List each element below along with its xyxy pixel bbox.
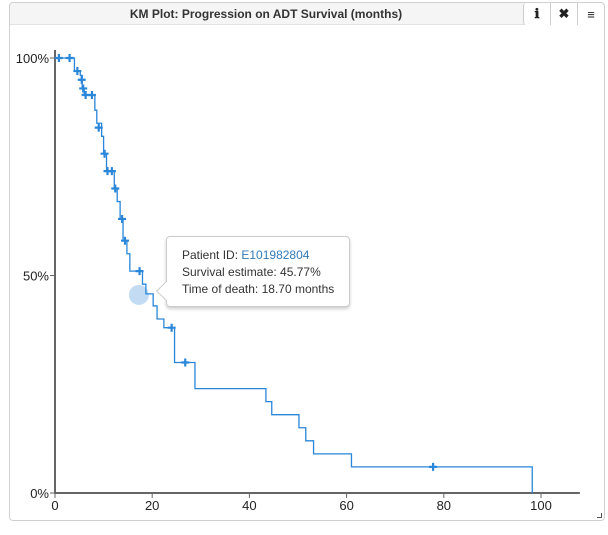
point-tooltip: Patient ID: E101982804 Survival estimate…	[156, 236, 350, 307]
x-tick-label: 60	[339, 498, 353, 513]
close-button[interactable]: ✖	[550, 3, 577, 25]
censor-mark-icon	[111, 184, 120, 193]
patient-id-link[interactable]: E101982804	[241, 248, 310, 262]
info-button[interactable]: ℹ	[523, 3, 550, 25]
km-plot-window: KM Plot: Progression on ADT Survival (mo…	[9, 2, 605, 521]
censor-mark-icon	[429, 462, 438, 471]
censor-mark-icon	[135, 267, 144, 276]
menu-icon: ≡	[587, 6, 595, 22]
censor-mark-icon	[77, 75, 86, 84]
censor-mark-icon	[120, 236, 129, 245]
y-axis: 0% 50% 100%	[16, 50, 56, 501]
censor-mark-icon	[87, 90, 96, 99]
censor-mark-icon	[54, 54, 63, 62]
x-tick-label: 40	[242, 498, 256, 513]
y-tick-label: 0%	[30, 486, 49, 501]
info-icon: ℹ	[534, 6, 540, 21]
censor-mark-icon	[65, 54, 74, 62]
censor-mark-icon	[79, 84, 88, 93]
x-tick-label: 100	[530, 498, 552, 513]
censor-mark-icon	[118, 214, 127, 223]
censor-mark-icon	[94, 123, 103, 132]
tooltip-patient-row: Patient ID: E101982804	[182, 248, 310, 262]
tooltip-time-row: Time of death: 18.70 months	[182, 282, 335, 296]
close-icon: ✖	[558, 6, 570, 21]
tooltip-survival-row: Survival estimate: 45.77%	[182, 265, 321, 279]
censor-mark-icon	[73, 67, 82, 76]
x-tick-label: 80	[437, 498, 451, 513]
window-buttons: ℹ ✖ ≡	[523, 3, 604, 25]
resize-handle-icon[interactable]	[597, 513, 602, 518]
y-tick-label: 50%	[23, 269, 49, 284]
censor-marks	[54, 54, 438, 471]
menu-button[interactable]: ≡	[577, 3, 604, 25]
x-axis: 0 20 40 60 80 100	[51, 492, 580, 513]
window-title: KM Plot: Progression on ADT Survival (mo…	[129, 7, 403, 21]
x-tick-label: 0	[51, 498, 58, 513]
censor-mark-icon	[181, 358, 190, 367]
highlighted-point[interactable]	[128, 284, 149, 305]
censor-mark-icon	[107, 167, 116, 176]
window-header: KM Plot: Progression on ADT Survival (mo…	[10, 3, 604, 25]
censor-mark-icon	[100, 149, 109, 158]
censor-mark-icon	[167, 323, 176, 332]
x-tick-label: 20	[145, 498, 159, 513]
y-tick-label: 100%	[16, 51, 50, 66]
